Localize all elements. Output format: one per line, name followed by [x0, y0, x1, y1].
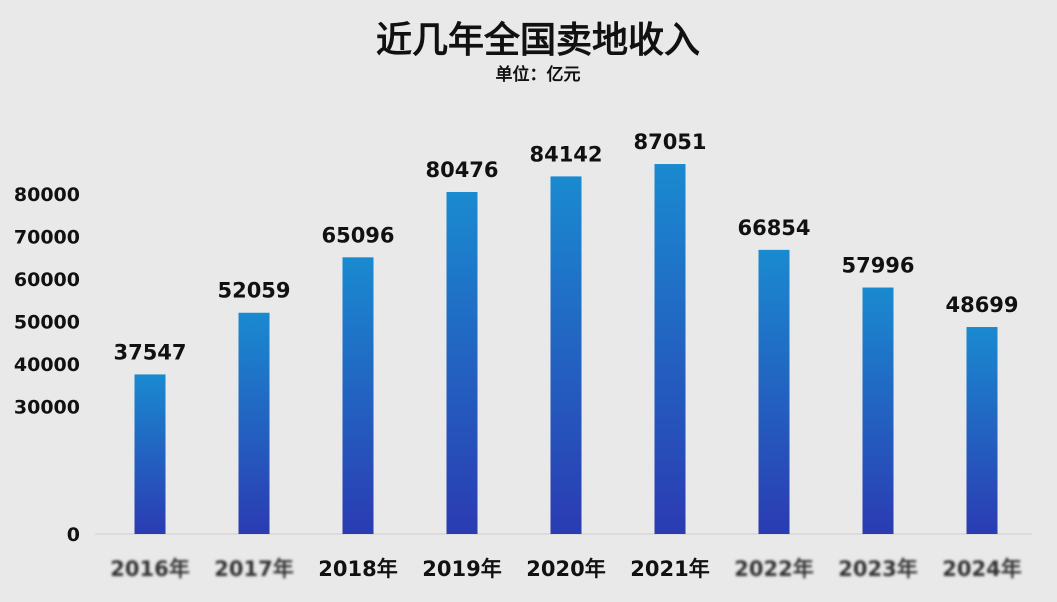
data-label: 37547 — [113, 340, 186, 364]
data-labels: 37547 52059 65096 80476 84142 87051 66854 57996… — [113, 130, 1018, 364]
x-tick-label: 2019年 — [422, 557, 501, 581]
data-label: 52059 — [217, 279, 290, 303]
x-axis-ticks: 2016年 2017年 2018年 2019年 2020年 2021年 2022年 2023年… — [110, 557, 1021, 581]
x-tick-label: 2023年 — [838, 557, 917, 581]
x-tick-label: 2017年 — [214, 557, 293, 581]
data-label: 66854 — [737, 216, 810, 240]
bar — [134, 374, 166, 534]
chart-subtitle: 单位：亿元 — [496, 64, 581, 85]
bar — [550, 176, 582, 535]
chart-title: 近几年全国卖地收入 — [376, 19, 700, 61]
bar — [446, 191, 478, 535]
data-label: 65096 — [321, 223, 394, 247]
data-label: 84142 — [529, 142, 602, 166]
x-tick-label: 2024年 — [942, 557, 1021, 581]
data-label: 80476 — [425, 158, 498, 182]
y-tick-label: 0 — [67, 524, 80, 546]
x-tick-label: 2020年 — [526, 557, 605, 581]
y-tick-label: 70000 — [14, 227, 80, 249]
bars — [134, 164, 998, 535]
bar — [238, 312, 270, 534]
x-tick-label: 2021年 — [630, 557, 709, 581]
y-axis-ticks: 0 30000 40000 50000 60000 70000 80000 — [14, 184, 80, 546]
x-tick-label: 2018年 — [318, 557, 397, 581]
bar — [862, 287, 894, 534]
bar — [342, 257, 374, 534]
data-label: 57996 — [841, 254, 914, 278]
x-tick-label: 2016年 — [110, 557, 189, 581]
y-tick-label: 40000 — [14, 354, 80, 376]
bar — [654, 164, 686, 534]
y-tick-label: 80000 — [14, 184, 80, 206]
bar — [966, 327, 998, 534]
y-tick-label: 50000 — [14, 312, 80, 334]
data-label: 48699 — [945, 293, 1018, 317]
y-tick-label: 30000 — [14, 397, 80, 419]
bar — [758, 249, 790, 535]
data-label: 87051 — [633, 130, 706, 154]
x-tick-label: 2022年 — [734, 557, 813, 581]
y-tick-label: 60000 — [14, 269, 80, 291]
